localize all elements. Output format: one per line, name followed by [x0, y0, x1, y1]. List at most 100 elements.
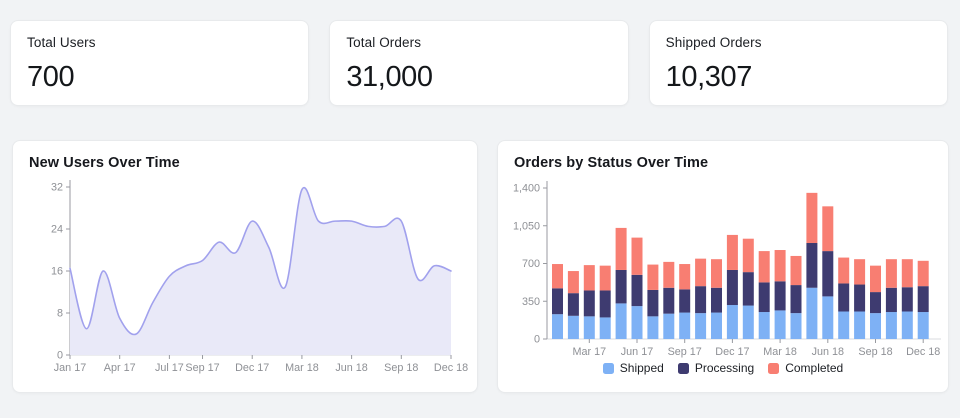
- bar-segment-processing[interactable]: [663, 287, 675, 314]
- bar-segment-shipped[interactable]: [870, 313, 881, 339]
- x-tick-label: Jan 17: [54, 362, 86, 374]
- bar-segment-shipped[interactable]: [790, 313, 802, 339]
- bar-segment-processing[interactable]: [726, 269, 738, 306]
- bar-segment-completed[interactable]: [870, 265, 881, 293]
- bar-segment-processing[interactable]: [870, 292, 881, 314]
- bar-segment-processing[interactable]: [758, 282, 770, 313]
- bar-segment-completed[interactable]: [901, 259, 913, 288]
- bar-segment-completed[interactable]: [774, 250, 786, 282]
- bar-segment-processing[interactable]: [599, 290, 611, 318]
- bar-segment-shipped[interactable]: [583, 316, 595, 339]
- chart-title-new-users: New Users Over Time: [29, 155, 180, 171]
- bar-segment-shipped[interactable]: [663, 313, 675, 339]
- bar-segment-completed[interactable]: [631, 237, 643, 275]
- bars-group: [552, 192, 929, 339]
- bar-segment-processing[interactable]: [631, 274, 643, 307]
- bar-segment-processing[interactable]: [822, 251, 834, 297]
- bar-segment-processing[interactable]: [615, 269, 627, 304]
- bar-segment-completed[interactable]: [567, 271, 579, 294]
- bar-segment-processing[interactable]: [901, 287, 913, 312]
- bar-segment-processing[interactable]: [774, 281, 786, 311]
- y-tick-label: 24: [51, 224, 63, 236]
- bar-segment-processing[interactable]: [742, 272, 754, 306]
- bar-segment-completed[interactable]: [647, 264, 659, 290]
- orders-stacked-bar-chart[interactable]: 0 350 700 1,050 1,400 Mar 17 Jun 17 Sep 17 Dec 1…: [498, 169, 950, 361]
- x-tick-label: Sep 18: [858, 346, 892, 358]
- bar-segment-shipped[interactable]: [726, 305, 738, 339]
- x-tick-label: Mar 17: [572, 346, 606, 358]
- bar-segment-processing[interactable]: [806, 243, 818, 288]
- area-line[interactable]: [69, 186, 452, 336]
- bar-segment-shipped[interactable]: [917, 312, 929, 339]
- bar-segment-completed[interactable]: [615, 227, 627, 270]
- stat-value-shipped-orders: 10,307: [665, 61, 753, 93]
- area-fill[interactable]: [70, 187, 451, 355]
- bar-segment-completed[interactable]: [885, 259, 897, 288]
- bar-segment-completed[interactable]: [790, 255, 802, 286]
- bar-segment-completed[interactable]: [583, 265, 595, 291]
- bar-segment-processing[interactable]: [695, 286, 707, 314]
- chart-title-orders: Orders by Status Over Time: [514, 155, 709, 171]
- bar-segment-completed[interactable]: [822, 206, 834, 252]
- bar-segment-processing[interactable]: [711, 287, 722, 313]
- x-tick-label: Jul 17: [155, 362, 184, 374]
- bar-segment-completed[interactable]: [726, 234, 738, 270]
- bar-segment-shipped[interactable]: [695, 313, 707, 339]
- bar-segment-shipped[interactable]: [615, 303, 627, 339]
- x-tick-label: Sep 18: [384, 362, 418, 374]
- bar-segment-processing[interactable]: [552, 288, 563, 315]
- bar-segment-shipped[interactable]: [647, 316, 659, 339]
- x-tick-label: Dec 18: [906, 346, 940, 358]
- bar-segment-processing[interactable]: [917, 286, 929, 313]
- chart-legend: Shipped Processing Completed: [498, 361, 948, 375]
- bar-segment-processing[interactable]: [790, 285, 802, 314]
- bar-segment-completed[interactable]: [742, 238, 754, 273]
- bar-segment-shipped[interactable]: [711, 312, 722, 339]
- bar-segment-completed[interactable]: [552, 264, 563, 289]
- legend-item-processing[interactable]: Processing: [677, 361, 754, 375]
- bar-segment-completed[interactable]: [917, 260, 929, 287]
- new-users-area-chart[interactable]: 0 8 16 24 32 Jan 17 Apr 17 Jul 17 Sep 17 Dec 17 Ma…: [13, 169, 479, 385]
- bar-segment-completed[interactable]: [663, 261, 675, 288]
- bar-segment-processing[interactable]: [838, 283, 850, 312]
- bar-segment-completed[interactable]: [679, 264, 691, 290]
- bar-segment-completed[interactable]: [854, 259, 866, 285]
- bar-segment-shipped[interactable]: [599, 317, 611, 339]
- x-tick-label: Mar 18: [285, 362, 319, 374]
- bar-segment-shipped[interactable]: [806, 287, 818, 339]
- bar-segment-shipped[interactable]: [742, 305, 754, 339]
- bar-segment-shipped[interactable]: [758, 312, 770, 339]
- stat-card-shipped-orders: Shipped Orders 10,307: [648, 20, 948, 106]
- bar-segment-shipped[interactable]: [885, 312, 897, 339]
- bar-segment-shipped[interactable]: [679, 312, 691, 339]
- bar-segment-shipped[interactable]: [901, 311, 913, 339]
- bar-segment-processing[interactable]: [583, 290, 595, 317]
- stat-value-total-orders: 31,000: [346, 61, 433, 93]
- bar-segment-processing[interactable]: [679, 289, 691, 313]
- stat-card-total-orders: Total Orders 31,000: [329, 20, 629, 106]
- bar-segment-processing[interactable]: [854, 284, 866, 312]
- bar-segment-shipped[interactable]: [631, 306, 643, 339]
- bar-segment-completed[interactable]: [695, 258, 707, 287]
- bar-segment-processing[interactable]: [885, 287, 897, 313]
- bar-segment-shipped[interactable]: [774, 310, 786, 339]
- orders-chart-card: Orders by Status Over Time 0 350 700 1,050 1…: [497, 140, 949, 393]
- bar-segment-processing[interactable]: [567, 293, 579, 316]
- y-tick-label: 8: [57, 308, 63, 320]
- bar-segment-completed[interactable]: [758, 251, 770, 283]
- x-tick-label: Jun 17: [621, 346, 653, 358]
- bar-segment-shipped[interactable]: [854, 311, 866, 339]
- bar-segment-shipped[interactable]: [822, 296, 834, 339]
- bar-segment-shipped[interactable]: [552, 314, 563, 339]
- bar-segment-completed[interactable]: [599, 265, 611, 291]
- bar-segment-completed[interactable]: [711, 259, 722, 288]
- legend-item-completed[interactable]: Completed: [768, 361, 843, 375]
- bar-segment-shipped[interactable]: [567, 315, 579, 339]
- bar-segment-completed[interactable]: [838, 257, 850, 284]
- bar-segment-completed[interactable]: [806, 192, 818, 244]
- bar-segment-processing[interactable]: [647, 289, 659, 317]
- stat-label-total-users: Total Users: [27, 35, 96, 50]
- bar-segment-shipped[interactable]: [838, 311, 850, 339]
- legend-item-shipped[interactable]: Shipped: [602, 361, 664, 375]
